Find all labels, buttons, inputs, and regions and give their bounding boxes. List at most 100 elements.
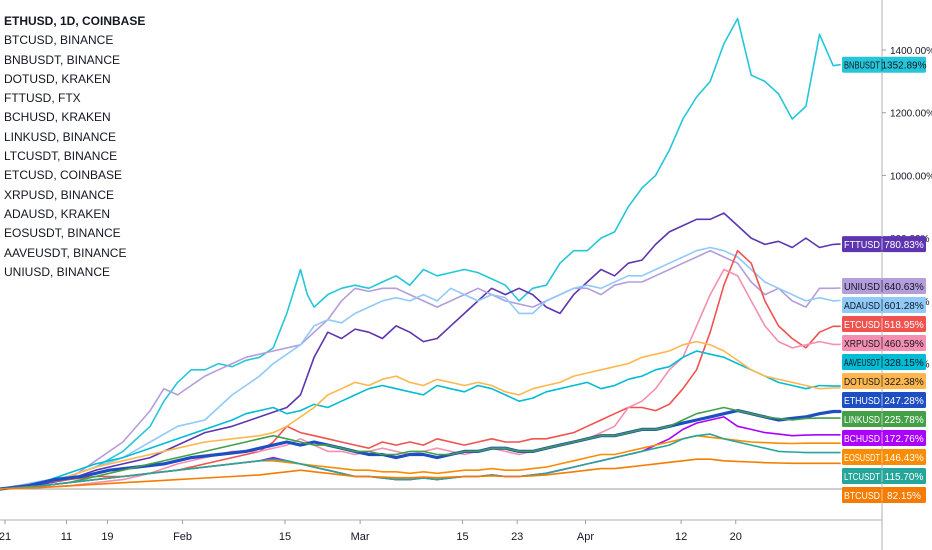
series-line-ltcusdt <box>0 433 841 490</box>
legend-item: ETHUSD, 1D, COINBASE <box>4 14 146 28</box>
price-label-bg <box>842 316 882 332</box>
series-line-dotusd <box>0 340 841 490</box>
price-label-etcusd: ETCUSD 518.95% <box>842 316 926 332</box>
series-line-adausd <box>0 246 841 490</box>
y-tick-label: 1000.00% <box>890 171 932 182</box>
y-tick-label: 1400.00% <box>890 46 932 57</box>
y-tick-label: 1200.00% <box>890 109 932 120</box>
series-line-btcusd <box>0 458 841 490</box>
x-tick-label: Mar <box>351 531 370 543</box>
x-tick-label: 15 <box>279 531 291 543</box>
legend-item: FTTUSD, FTX <box>4 91 81 106</box>
legend-item: BCHUSD, KRAKEN <box>4 110 111 125</box>
price-label-bg <box>842 278 882 294</box>
price-label-bnbusdt: BNBUSDT 1352.89% <box>842 56 927 73</box>
price-value-bg <box>882 354 926 370</box>
price-label-bg <box>842 449 882 465</box>
price-label-value: 146.43% <box>884 453 924 464</box>
x-tick-label: 15 <box>456 531 468 543</box>
price-label-name: LTCUSDT <box>844 472 880 483</box>
price-label-bg <box>842 430 882 446</box>
price-label-ltcusdt: LTCUSDT 115.70% <box>842 468 926 484</box>
price-value-bg <box>882 430 926 446</box>
price-label-bg <box>842 487 882 503</box>
price-label-adausd: ADAUSD 601.28% <box>842 297 926 313</box>
price-label-value: 601.28% <box>884 301 924 312</box>
price-label-name: ETCUSD <box>844 320 880 331</box>
price-label-name: EOSUSDT <box>844 453 880 464</box>
price-value-bg <box>882 278 926 294</box>
price-label-name: BTCUSD <box>844 491 880 502</box>
price-label-value: 518.95% <box>884 320 924 331</box>
series-line-uniusd <box>0 249 841 490</box>
price-label-value: 225.78% <box>884 415 924 426</box>
price-label-ethusd: ETHUSD 247.28% <box>842 392 926 408</box>
legend-item: BNBUSDT, BINANCE <box>4 52 121 67</box>
price-value-bg <box>882 56 926 73</box>
price-label-bg <box>842 354 882 370</box>
price-label-name: XRPUSD <box>844 339 880 350</box>
price-label-value: 640.63% <box>884 282 924 293</box>
price-label-name: AAVEUSDT <box>844 358 880 369</box>
x-tick-label: Apr <box>577 531 594 543</box>
price-label-value: 322.38% <box>884 377 924 388</box>
price-label-eosusdt: EOSUSDT 146.43% <box>842 449 926 465</box>
price-label-value: 172.76% <box>884 434 924 445</box>
x-tick-label: 11 <box>61 531 72 543</box>
price-label-name: UNIUSD <box>844 282 880 293</box>
price-value-bg <box>882 411 926 427</box>
price-label-btcusd: BTCUSD 82.15% <box>842 487 926 503</box>
legend-item: XRPUSD, BINANCE <box>4 187 115 202</box>
x-tick-label: 19 <box>101 531 113 543</box>
price-label-value: 460.59% <box>884 339 924 350</box>
price-label-bg <box>842 468 882 484</box>
price-label-name: DOTUSD <box>844 377 880 388</box>
series-line-bnbusdt <box>0 17 841 490</box>
price-label-xrpusd: XRPUSD 460.59% <box>842 335 926 351</box>
price-label-value: 328.15% <box>884 358 924 369</box>
price-value-bg <box>882 236 926 253</box>
legend-item: EOSUSDT, BINANCE <box>4 226 121 241</box>
price-label-bg <box>842 56 882 73</box>
x-tick-label: 23 <box>511 531 523 543</box>
price-label-dotusd: DOTUSD 322.38% <box>842 373 926 389</box>
price-value-bg <box>882 316 926 332</box>
price-label-value: 115.70% <box>885 472 924 483</box>
price-value-bg <box>882 392 926 408</box>
price-label-name: LINKUSD <box>844 415 880 426</box>
legend-item: LINKUSD, BINANCE <box>4 129 117 144</box>
price-label-name: ADAUSD <box>844 301 880 312</box>
price-label-bg <box>842 411 882 427</box>
price-label-bg <box>842 335 882 351</box>
price-label-value: 780.83% <box>884 240 924 251</box>
x-tick-label: 12 <box>675 531 687 543</box>
price-label-bg <box>842 392 882 408</box>
price-label-name: ETHUSD <box>844 396 880 407</box>
x-tick-label: Feb <box>173 531 192 543</box>
series-line-etcusd <box>0 249 841 490</box>
price-label-linkusd: LINKUSD 225.78% <box>842 411 926 427</box>
legend: ETHUSD, 1D, COINBASE BTCUSD, BINANCE BNBUS… <box>4 12 145 282</box>
price-label-bg <box>842 236 882 253</box>
price-label-bg <box>842 297 882 313</box>
price-label-name: BCHUSD <box>844 434 880 445</box>
series-line-fttusd <box>0 212 841 490</box>
price-value-bg <box>882 373 926 389</box>
series-line-aaveusdt <box>0 350 841 490</box>
price-label-name: BNBUSDT <box>844 61 880 72</box>
price-label-value: 82.15% <box>887 491 921 502</box>
price-value-bg <box>882 335 926 351</box>
price-value-bg <box>882 487 926 503</box>
legend-item: ADAUSD, KRAKEN <box>4 206 111 221</box>
legend-item: UNIUSD, BINANCE <box>4 264 111 279</box>
legend-item: DOTUSD, KRAKEN <box>4 71 111 86</box>
price-value-bg <box>882 468 926 484</box>
price-label-fttusd: FTTUSD 780.83% <box>842 236 926 253</box>
x-tick-label: 21 <box>0 531 11 543</box>
legend-item: AAVEUSDT, BINANCE <box>4 245 127 260</box>
legend-item: BTCUSD, BINANCE <box>4 33 114 48</box>
price-label-uniusd: UNIUSD 640.63% <box>842 278 926 294</box>
price-label-bchusd: BCHUSD 172.76% <box>842 430 926 446</box>
